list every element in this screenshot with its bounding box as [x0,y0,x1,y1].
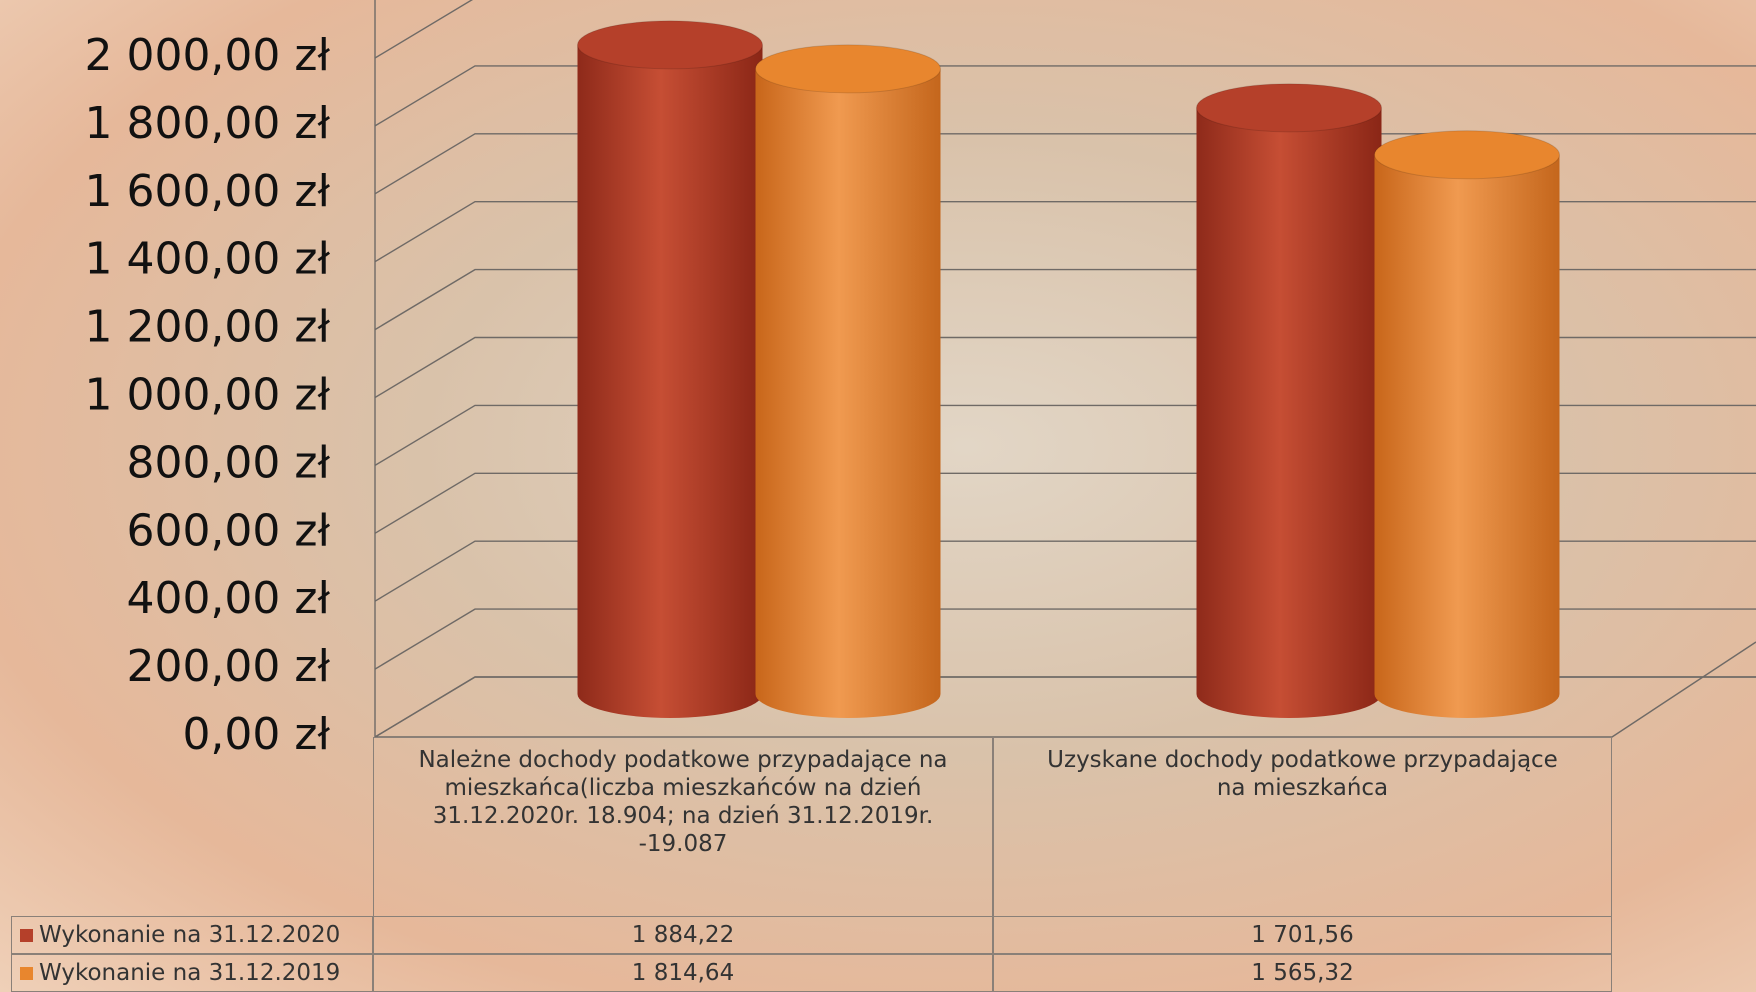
bar-body [1375,155,1560,718]
bar-body [756,69,941,718]
y-tick-label: 1 200,00 zł [84,302,330,353]
x-tick-label: Należne dochody podatkowe przypadające n… [373,737,993,917]
bar-body [578,45,763,718]
y-tick-label: 1 400,00 zł [84,234,330,285]
data-label: 1 884,22 [373,916,993,954]
y-tick-label: 2 000,00 zł [84,30,330,81]
bar [578,21,763,718]
data-label: 1 701,56 [993,916,1612,954]
y-tick-label: 1 600,00 zł [84,166,330,217]
y-tick-label: 0,00 zł [182,709,330,760]
bar [1197,84,1382,718]
y-tick-label: 200,00 zł [126,641,330,692]
legend-label: Wykonanie na 31.12.2020 [39,922,340,948]
data-label: 1 814,64 [373,954,993,992]
x-tick-label: Uzyskane dochody podatkowe przypadające … [993,737,1612,917]
bar-top [578,21,763,69]
legend-swatch [20,967,33,980]
y-tick-label: 1 000,00 zł [84,370,330,421]
y-tick-label: 400,00 zł [126,573,330,624]
bar-top [1197,84,1382,132]
y-tick-label: 800,00 zł [126,437,330,488]
legend-label: Wykonanie na 31.12.2019 [39,960,340,986]
y-tick-label: 600,00 zł [126,505,330,556]
legend-swatch [20,929,33,942]
data-label: 1 565,32 [993,954,1612,992]
page: 0,00 zł 200,00 zł 400,00 zł 600,00 zł 800,00… [0,0,1756,992]
bar [1375,131,1560,718]
y-tick-label: 1 800,00 zł [84,98,330,149]
legend-entry: Wykonanie na 31.12.2019 [11,954,373,992]
bar-body [1197,108,1382,718]
bar [756,45,941,718]
bar-top [756,45,941,93]
legend-entry: Wykonanie na 31.12.2020 [11,916,373,954]
bar-top [1375,131,1560,179]
